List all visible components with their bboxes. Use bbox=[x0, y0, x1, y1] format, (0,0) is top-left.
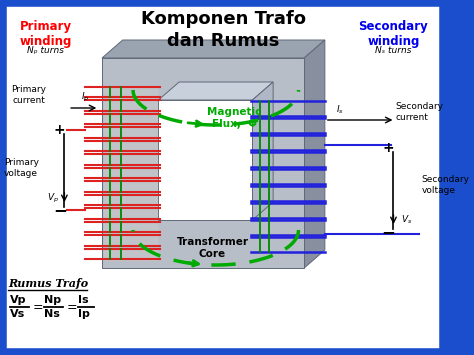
Text: Transformer
Core: Transformer Core bbox=[176, 237, 248, 259]
Polygon shape bbox=[304, 40, 325, 268]
FancyBboxPatch shape bbox=[4, 4, 442, 351]
Text: Ip: Ip bbox=[79, 309, 91, 319]
Text: =: = bbox=[66, 301, 77, 314]
Text: Is: Is bbox=[79, 295, 89, 305]
Text: −: − bbox=[53, 201, 67, 219]
Text: −: − bbox=[381, 223, 395, 241]
Text: $V_s$: $V_s$ bbox=[401, 214, 412, 226]
FancyBboxPatch shape bbox=[158, 100, 253, 220]
Text: Rumus Trafo: Rumus Trafo bbox=[8, 278, 88, 289]
Text: =: = bbox=[32, 301, 43, 314]
Text: Primary
winding: Primary winding bbox=[19, 20, 72, 48]
Text: +: + bbox=[54, 123, 65, 137]
Text: $I_s$: $I_s$ bbox=[336, 104, 344, 116]
Polygon shape bbox=[253, 82, 273, 220]
Polygon shape bbox=[158, 82, 273, 100]
Text: Nₚ turns: Nₚ turns bbox=[27, 46, 64, 55]
Text: +: + bbox=[382, 141, 394, 155]
Text: Vp: Vp bbox=[10, 295, 27, 305]
FancyBboxPatch shape bbox=[102, 58, 304, 268]
Text: Secondary
current: Secondary current bbox=[395, 102, 443, 122]
Text: Komponen Trafo
dan Rumus: Komponen Trafo dan Rumus bbox=[141, 10, 306, 49]
Text: Ns: Ns bbox=[44, 309, 60, 319]
Polygon shape bbox=[102, 40, 325, 58]
Text: $I_p$: $I_p$ bbox=[81, 91, 89, 104]
Text: Nₛ turns: Nₛ turns bbox=[375, 46, 412, 55]
Text: Magnetic
Flux,  Φ: Magnetic Flux, Φ bbox=[208, 107, 262, 129]
Text: Secondary
winding: Secondary winding bbox=[359, 20, 428, 48]
Text: Primary
voltage: Primary voltage bbox=[4, 158, 39, 178]
Text: Secondary
voltage: Secondary voltage bbox=[422, 175, 470, 195]
Text: Vs: Vs bbox=[10, 309, 25, 319]
Text: $V_p$: $V_p$ bbox=[47, 191, 59, 204]
Text: Np: Np bbox=[44, 295, 61, 305]
Text: Primary
current: Primary current bbox=[11, 85, 46, 105]
